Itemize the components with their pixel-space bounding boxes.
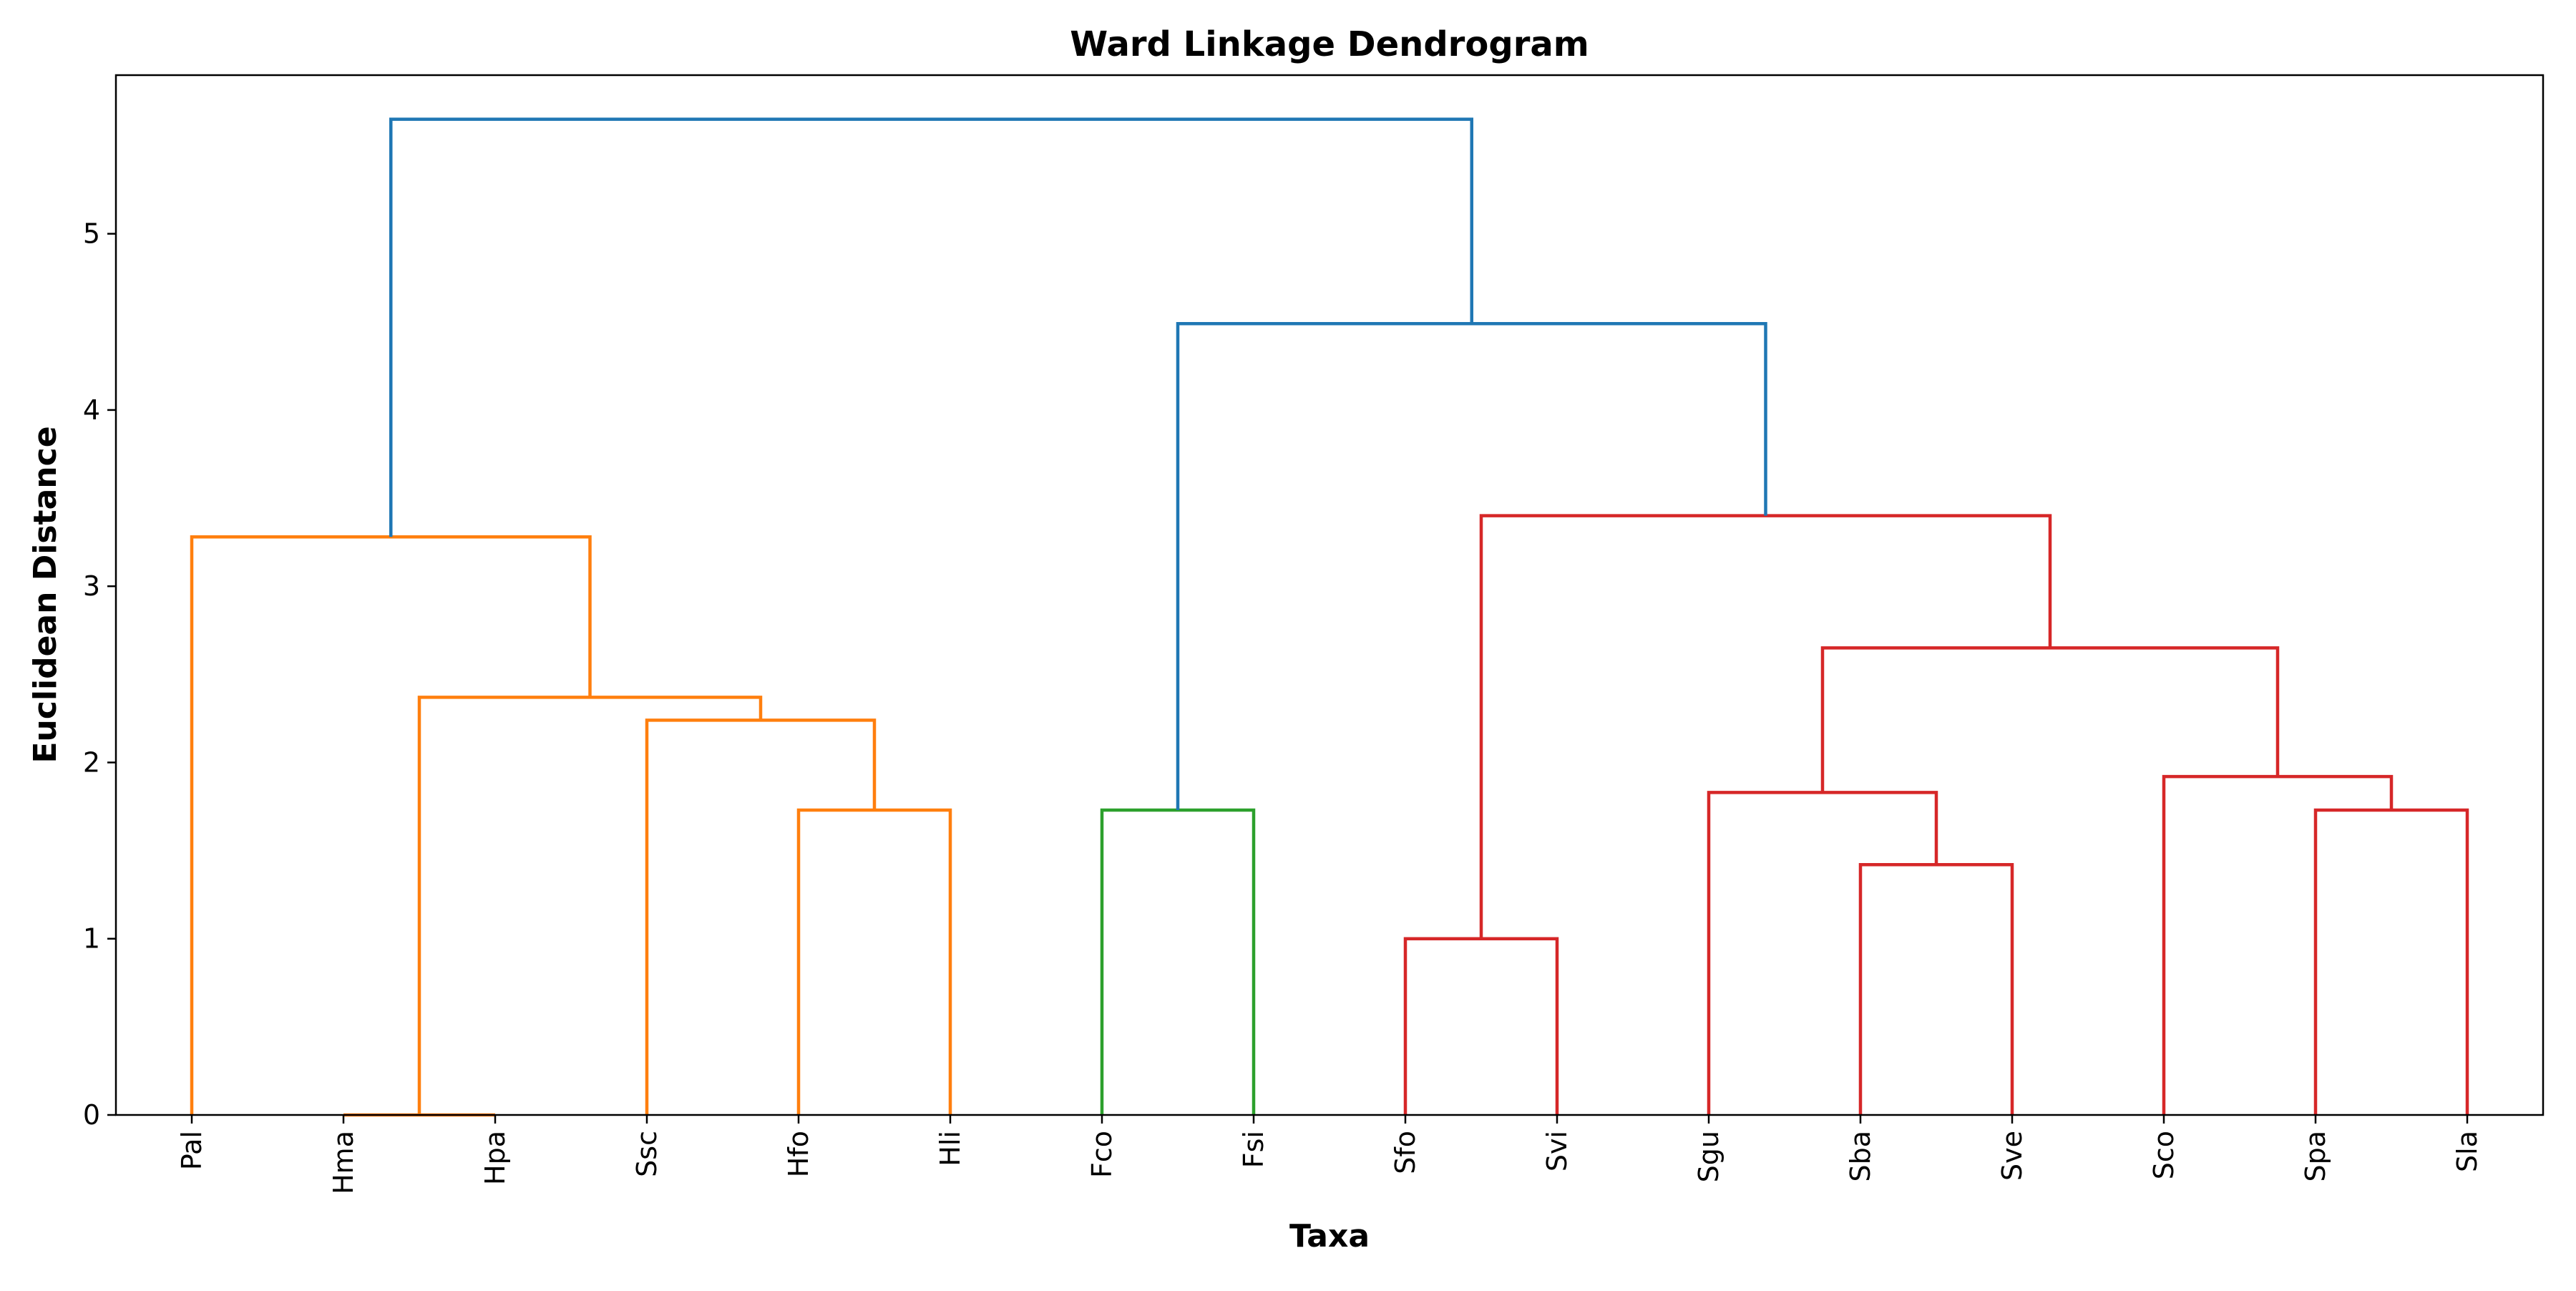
- dendrogram-links: [190, 117, 2469, 1117]
- dendrogram-link: [190, 535, 592, 1115]
- leaf-label: Hfo: [783, 1131, 814, 1177]
- dendrogram-link: [2313, 808, 2469, 1115]
- leaf-label: Ssc: [631, 1131, 663, 1177]
- leaf-label: Sla: [2451, 1131, 2483, 1172]
- dendrogram-link: [1479, 514, 2052, 939]
- y-tick-label: 5: [83, 218, 100, 250]
- dendrogram-link: [645, 718, 877, 1115]
- leaf-label: Spa: [2300, 1131, 2331, 1182]
- leaf-label: Fsi: [1238, 1131, 1269, 1168]
- leaf-label: Sba: [1845, 1131, 1876, 1182]
- leaf-label: Pal: [176, 1131, 208, 1170]
- y-tick-label: 1: [83, 923, 100, 955]
- leaf-label: Fco: [1086, 1131, 1118, 1178]
- dendrogram-link: [1707, 791, 1938, 1115]
- x-axis-ticks: Pal Hma Hpa Ssc Hfo Hli Fco Fsi Sfo Svi Sgu Sba Sve S…: [176, 1115, 2483, 1194]
- x-axis-label: Taxa: [1289, 1218, 1370, 1255]
- dendrogram-link: [1176, 321, 1767, 810]
- plot-area-frame: [114, 74, 2545, 1116]
- y-tick-label: 3: [83, 570, 100, 602]
- y-tick-label: 0: [83, 1099, 100, 1131]
- y-axis-ticks: 0 1 2 3 4 5: [83, 218, 116, 1131]
- y-tick-label: 2: [83, 746, 100, 778]
- leaf-label: Hpa: [479, 1131, 511, 1185]
- leaf-label: Sco: [2148, 1131, 2180, 1179]
- dendrogram-link: [1403, 937, 1559, 1115]
- leaf-label: Sfo: [1390, 1131, 1421, 1174]
- dendrogram-link: [417, 696, 763, 1115]
- chart-title: Ward Linkage Dendrogram: [1070, 24, 1589, 64]
- leaf-label: Hli: [935, 1131, 966, 1166]
- dendrogram-link: [796, 808, 952, 1115]
- dendrogram-link: [1858, 863, 2014, 1115]
- dendrogram-link: [389, 117, 1473, 537]
- leaf-label: Hma: [328, 1131, 359, 1194]
- dendrogram-link: [1100, 808, 1256, 1115]
- leaf-label: Sve: [1996, 1131, 2028, 1181]
- y-tick-label: 4: [83, 394, 100, 426]
- dendrogram-link: [1820, 646, 2280, 793]
- dendrogram-link: [2162, 774, 2394, 1115]
- leaf-label: Svi: [1541, 1131, 1573, 1171]
- leaf-label: Sgu: [1693, 1131, 1724, 1182]
- y-axis-label: Euclidean Distance: [27, 426, 64, 763]
